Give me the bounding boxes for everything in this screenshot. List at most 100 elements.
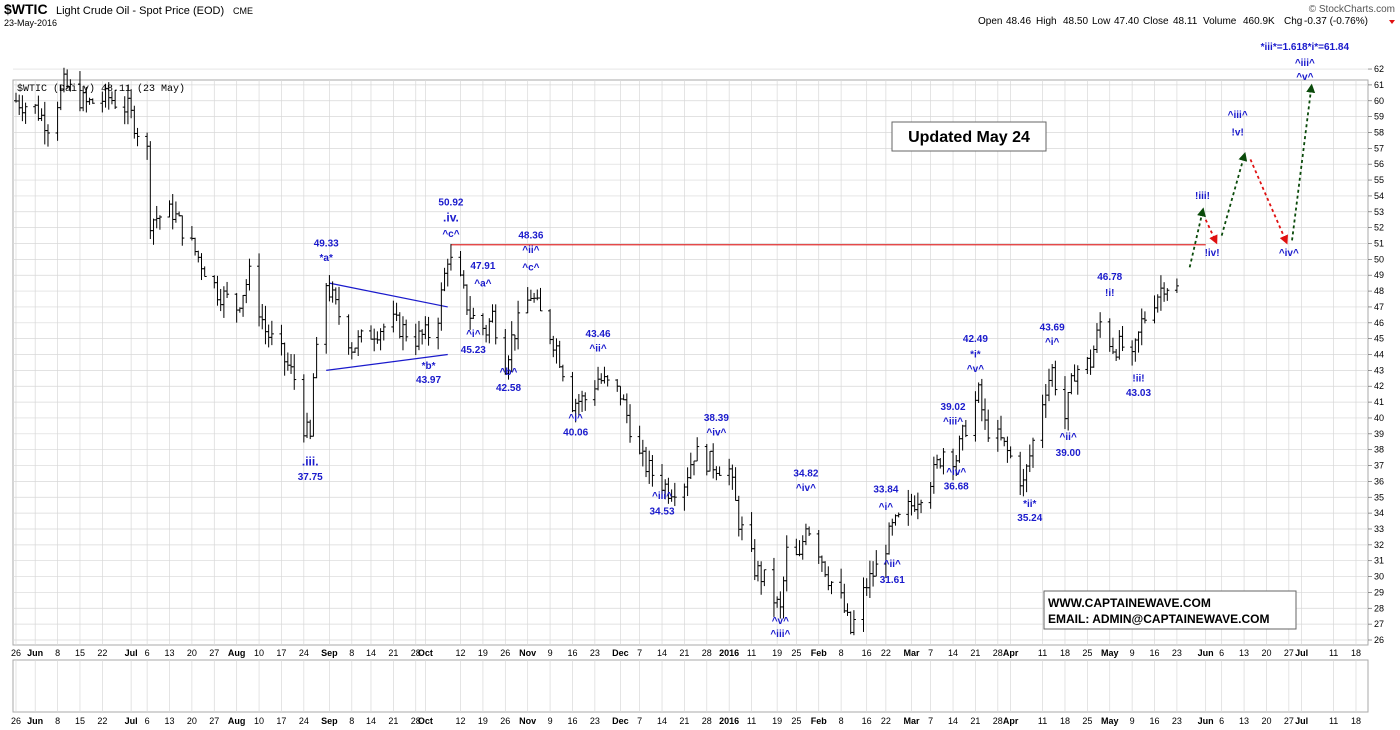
x-tick-label-bottom: 25 [791,716,801,726]
x-tick-label-bottom: 22 [97,716,107,726]
x-tick-label-bottom: 18 [1351,716,1361,726]
y-tick-label: 31 [1374,556,1384,566]
x-tick-label: 16 [567,648,577,658]
wave-label: ^iii^ [943,416,963,427]
wave-label: ^b^ [500,367,518,378]
x-tick-label: 17 [276,648,286,658]
wave-label: ^a^ [474,278,491,289]
x-tick-label: 2016 [719,648,739,658]
y-tick-label: 32 [1374,540,1384,550]
wave-label: ^v^ [967,364,984,375]
x-tick-label-bottom: Apr [1003,716,1019,726]
x-tick-label: 7 [637,648,642,658]
y-tick-label: 50 [1374,254,1384,264]
contact-line-2: EMAIL: ADMIN@CAPTAINEWAVE.COM [1048,612,1269,626]
x-tick-label: Dec [612,648,629,658]
y-tick-label: 33 [1374,524,1384,534]
wave-label: 42.49 [963,334,988,345]
wave-label: ^ii^ [1060,432,1077,443]
wave-label: ^iv^ [796,483,816,494]
x-tick-label-bottom: 28 [411,716,421,726]
x-tick-label: 20 [187,648,197,658]
x-tick-label: Aug [228,648,246,658]
wave-label: *iii*=1.618*i*=61.84 [1261,42,1350,53]
wave-label: ^v^ [772,616,789,627]
x-tick-label: 14 [657,648,667,658]
x-tick-label-bottom: 6 [1219,716,1224,726]
quote-low-label: Low [1092,16,1111,27]
down-projection-arrow [1204,219,1218,245]
x-tick-label-bottom: 6 [145,716,150,726]
x-tick-label-bottom: 26 [11,716,21,726]
brand-text[interactable]: © StockCharts.com [1309,4,1395,15]
y-tick-label: 44 [1374,350,1384,360]
x-tick-label-bottom: 14 [948,716,958,726]
x-tick-label: 10 [254,648,264,658]
y-tick-label: 49 [1374,270,1384,280]
x-tick-label-bottom: 8 [839,716,844,726]
x-tick-label-bottom: 20 [187,716,197,726]
x-tick-label: 8 [349,648,354,658]
x-tick-label: Nov [519,648,536,658]
wave-label: !iv! [1205,248,1220,259]
x-tick-label: 27 [1284,648,1294,658]
y-tick-label: 47 [1374,302,1384,312]
x-tick-label: 27 [209,648,219,658]
x-tick-label-bottom: 2016 [719,716,739,726]
date-text: 23-May-2016 [4,18,57,28]
grid [13,68,1368,645]
wave-label: 43.97 [416,375,441,386]
x-tick-label: 9 [1130,648,1135,658]
x-tick-label: 21 [388,648,398,658]
x-tick-label-bottom: 19 [478,716,488,726]
x-tick-label: 23 [1172,648,1182,658]
x-tick-label: 7 [928,648,933,658]
quote-close: 48.11 [1173,16,1198,27]
x-tick-label: 20 [1261,648,1271,658]
wave-label: ^v^ [1296,72,1313,83]
x-tick-label-bottom: 18 [1060,716,1070,726]
x-tick-label: 22 [881,648,891,658]
legend-text: $WTIC (Daily) 48.11 (23 May) [17,83,185,95]
x-tick-label-bottom: 19 [772,716,782,726]
quote-chg: -0.37 (-0.76%) [1304,16,1368,27]
x-tick-label-bottom: May [1101,716,1119,726]
x-tick-label-bottom: 20 [1261,716,1271,726]
x-tick-label-bottom: 11 [1329,716,1338,726]
y-axis: 26 27 28 29 30 31 32 33 34 35 36 37 38 39 40 41 42 43 44 45… [1368,64,1384,645]
x-tick-label: Jun [1198,648,1214,658]
x-tick-label: Mar [903,648,920,658]
y-tick-label: 35 [1374,492,1384,502]
triangle-pattern [326,282,448,371]
triangle-lower-line [326,353,448,371]
x-tick-label: 11 [1329,648,1338,658]
x-tick-label: 14 [948,648,958,658]
x-tick-label-bottom: 14 [366,716,376,726]
y-tick-label: 42 [1374,381,1384,391]
quote-strip: Open 48.46 High 48.50 Low 47.40 Close 48… [978,16,1395,27]
wave-label: 47.91 [470,261,495,272]
wave-label: 39.02 [941,402,966,413]
triangle-upper-line [329,282,448,308]
wave-label: 31.61 [880,575,905,586]
x-tick-label: Sep [321,648,338,658]
x-tick-label: 15 [75,648,85,658]
x-tick-label-bottom: 11 [747,716,756,726]
x-tick-label-bottom: 28 [702,716,712,726]
x-tick-label: 13 [165,648,175,658]
y-tick-label: 39 [1374,429,1384,439]
wave-label: ^iv^ [946,467,966,478]
wave-label: 36.68 [944,481,969,492]
wave-label: 50.92 [438,197,463,208]
x-tick-label-bottom: 7 [928,716,933,726]
y-tick-label: 30 [1374,572,1384,582]
y-tick-label: 41 [1374,397,1384,407]
wave-label: ^ii^ [884,559,901,570]
x-tick-label: 28 [993,648,1003,658]
x-tick-label: Jul [125,648,138,658]
x-tick-label-bottom: 16 [862,716,872,726]
x-tick-label-bottom: Aug [228,716,246,726]
up-projection-arrow [1291,83,1316,241]
x-tick-label: Jun [27,648,43,658]
lower-grid [15,660,1357,712]
